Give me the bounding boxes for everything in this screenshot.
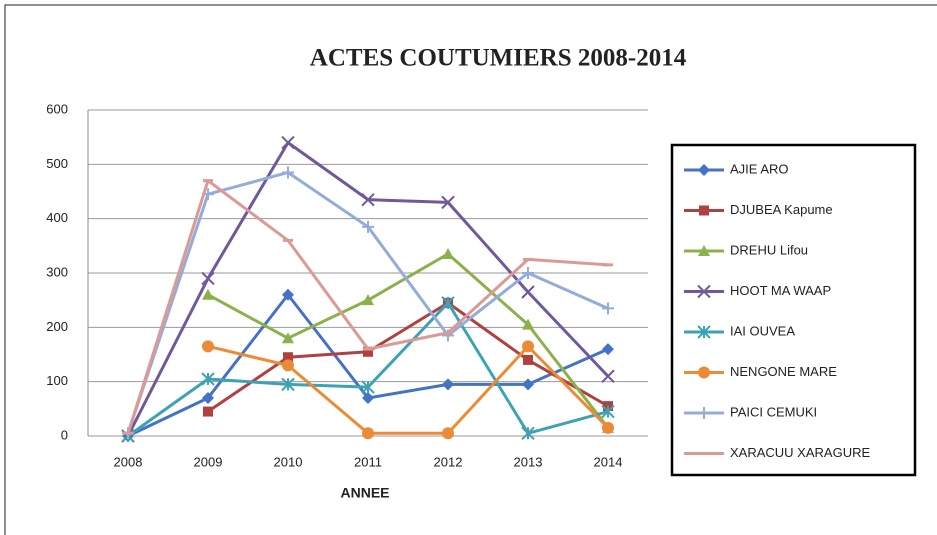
legend-box xyxy=(670,143,917,477)
legend-label: XARACUU XARAGURE xyxy=(730,445,870,460)
marker xyxy=(442,247,454,259)
legend-label: DREHU Lifou xyxy=(730,242,808,257)
marker xyxy=(523,354,533,365)
marker xyxy=(362,220,374,233)
marker xyxy=(522,267,534,279)
marker xyxy=(442,378,454,391)
marker xyxy=(361,192,375,207)
marker xyxy=(602,302,614,315)
marker xyxy=(697,325,711,339)
x-tick-label: 2013 xyxy=(514,454,543,469)
marker xyxy=(441,296,455,310)
y-tick-label: 500 xyxy=(46,156,68,171)
marker xyxy=(442,427,454,440)
marker xyxy=(522,340,534,353)
marker xyxy=(602,421,614,434)
marker xyxy=(361,380,375,394)
y-tick-label: 0 xyxy=(61,427,68,442)
series-line xyxy=(207,344,610,435)
chart-title: ACTES COUTUMIERS 2008-2014 xyxy=(310,45,687,72)
marker xyxy=(601,369,615,383)
marker xyxy=(282,166,294,179)
marker xyxy=(602,343,614,356)
legend-label: IAI OUVEA xyxy=(730,323,795,338)
marker xyxy=(698,366,710,379)
x-tick-label: 2009 xyxy=(194,454,223,469)
marker xyxy=(698,245,710,256)
y-tick-label: 600 xyxy=(46,101,68,116)
marker xyxy=(202,340,214,353)
legend-label: DJUBEA Kapume xyxy=(730,202,833,217)
marker xyxy=(521,426,535,440)
marker xyxy=(522,378,534,391)
legend-label: NENGONE MARE xyxy=(730,364,837,379)
marker xyxy=(201,271,215,286)
marker xyxy=(441,195,455,210)
marker xyxy=(698,164,710,176)
marker xyxy=(201,372,215,386)
marker xyxy=(362,427,374,440)
y-tick-label: 100 xyxy=(46,373,68,388)
marker xyxy=(699,205,709,216)
marker xyxy=(281,377,295,392)
marker xyxy=(521,285,535,299)
marker xyxy=(203,406,213,417)
marker xyxy=(283,352,293,363)
x-tick-label: 2008 xyxy=(114,454,143,469)
y-tick-label: 200 xyxy=(46,319,68,334)
marker xyxy=(362,391,374,404)
y-tick-label: 400 xyxy=(46,210,68,225)
marker xyxy=(362,294,374,306)
series-line xyxy=(127,301,609,438)
marker xyxy=(522,318,534,330)
series-line xyxy=(207,301,609,413)
marker xyxy=(601,404,615,419)
x-tick-label: 2010 xyxy=(274,454,303,469)
legend-label: HOOT MA WAAP xyxy=(730,283,831,298)
y-tick-label: 300 xyxy=(46,264,68,279)
series-line xyxy=(207,252,610,429)
marker xyxy=(697,284,711,299)
marker xyxy=(282,332,294,344)
x-tick-label: 2014 xyxy=(594,454,623,469)
legend-label: AJIE ARO xyxy=(730,161,789,176)
chart-border xyxy=(4,4,937,535)
marker xyxy=(698,407,710,419)
x-tick-label: 2012 xyxy=(434,454,463,469)
x-axis-label: ANNEE xyxy=(340,485,389,501)
marker xyxy=(202,391,214,404)
marker xyxy=(202,288,214,300)
marker xyxy=(282,288,294,301)
marker xyxy=(281,135,295,150)
marker xyxy=(363,346,373,357)
x-tick-label: 2011 xyxy=(354,454,382,469)
marker xyxy=(282,359,294,372)
legend-label: PAICI CEMUKI xyxy=(730,404,817,419)
